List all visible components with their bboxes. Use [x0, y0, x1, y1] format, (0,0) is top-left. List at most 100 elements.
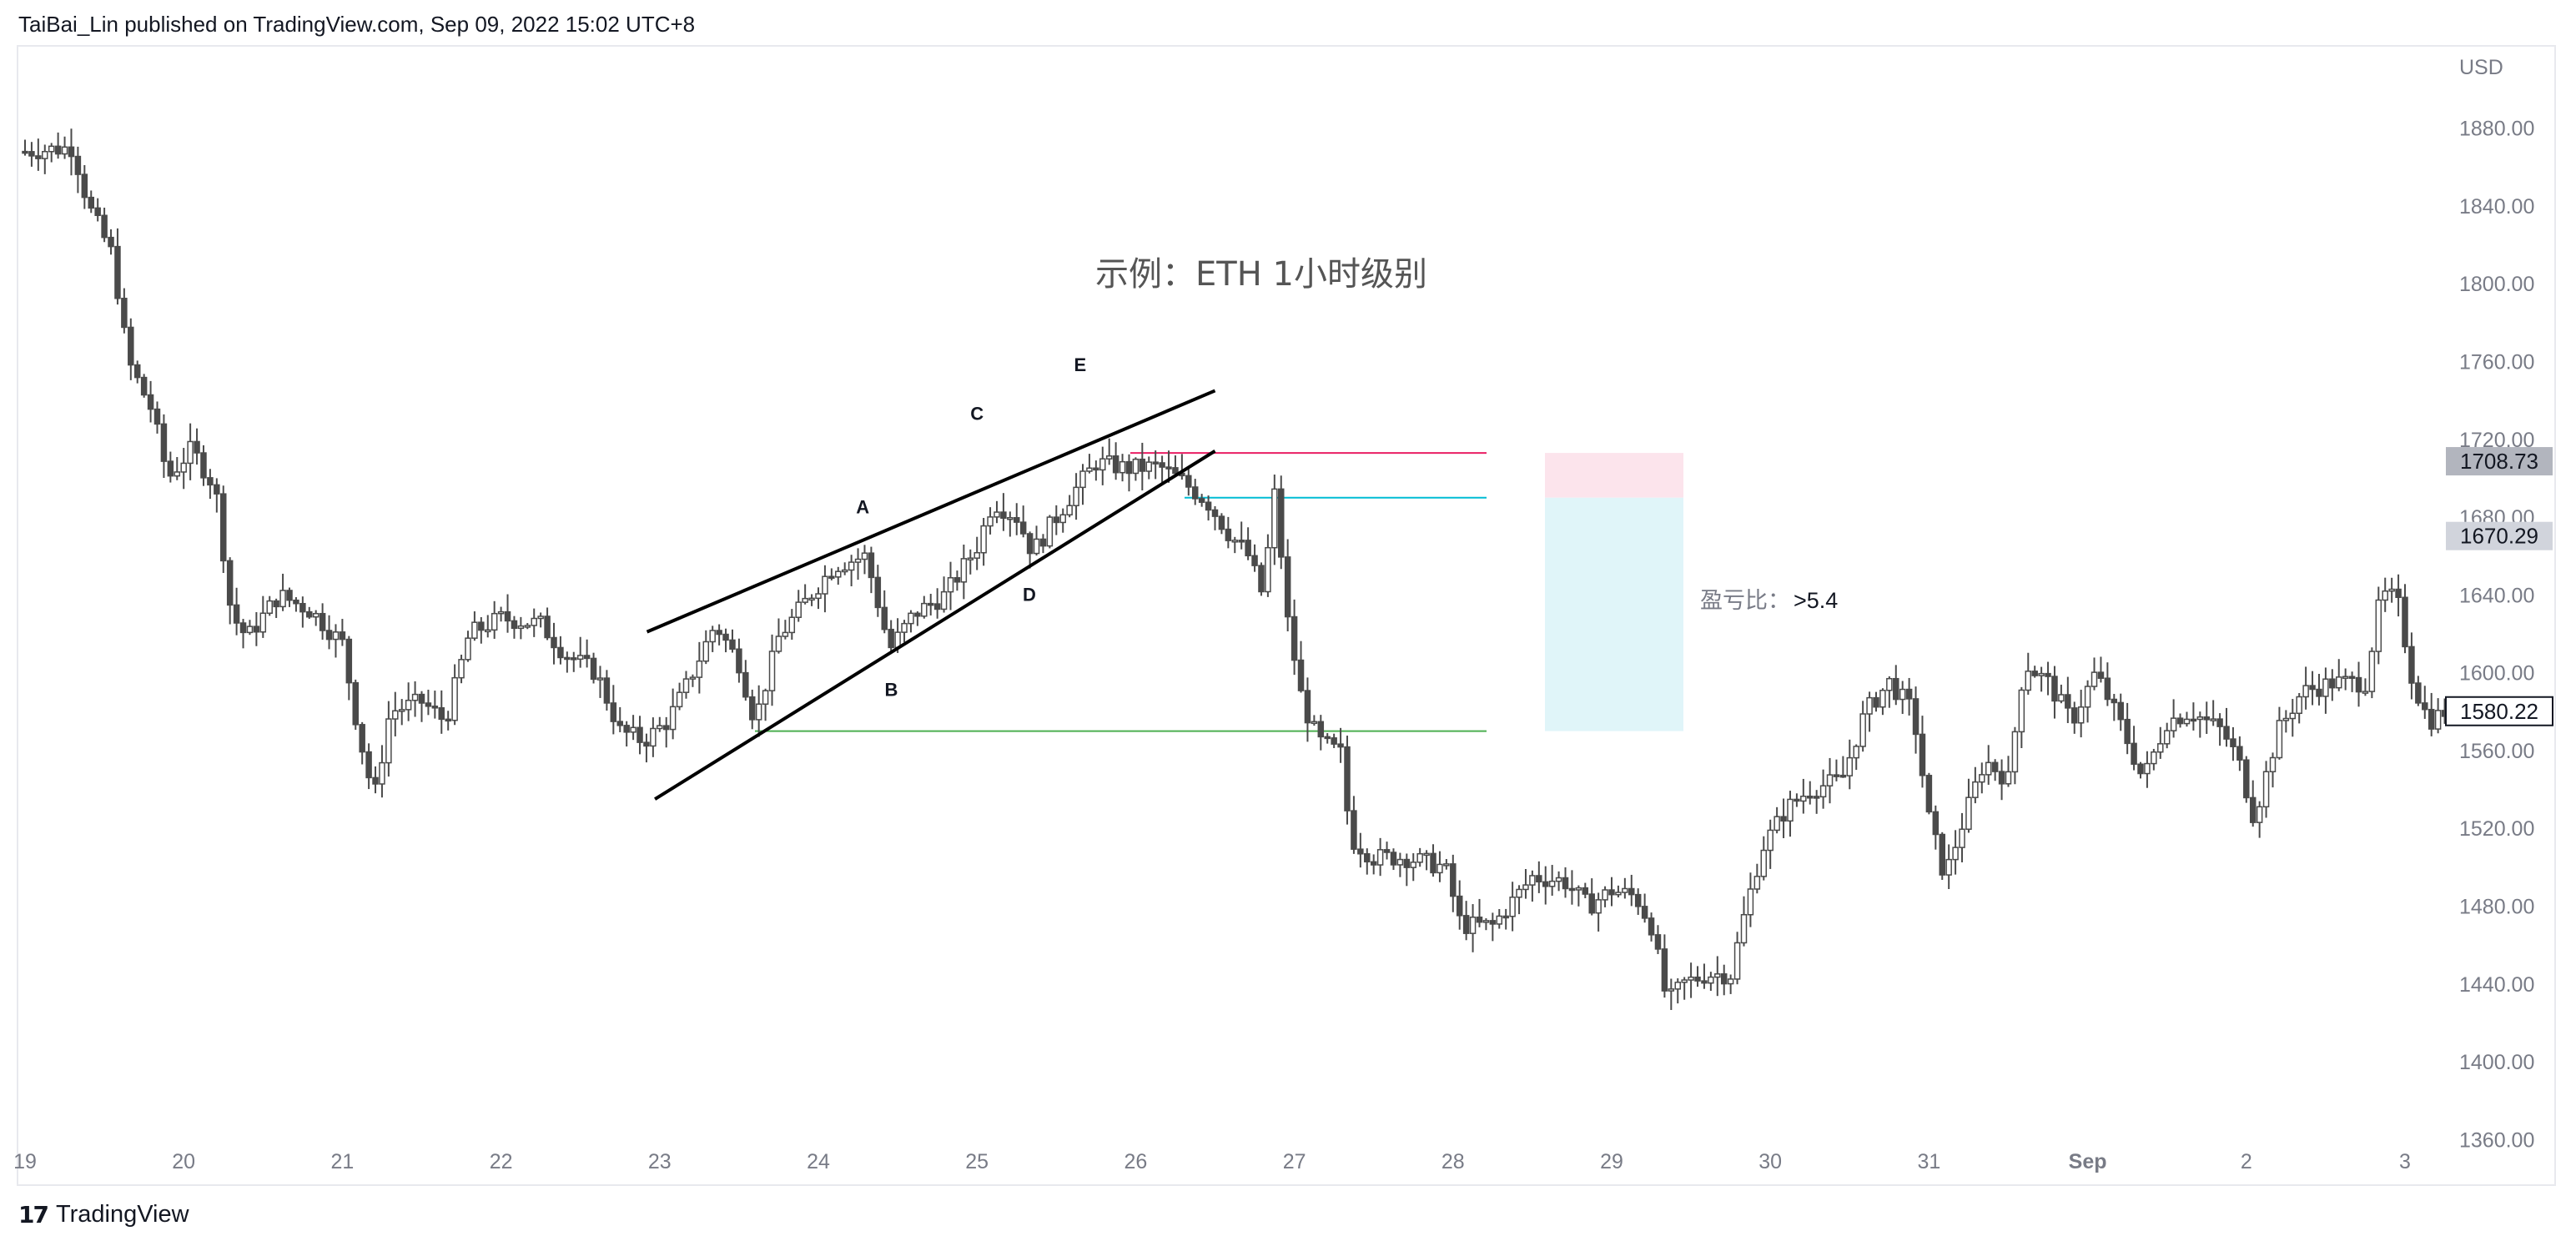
x-tick-label: 31	[1917, 1150, 1940, 1173]
candle-body	[379, 761, 385, 785]
y-tick-label: 1760.00	[2459, 350, 2534, 374]
candle-body	[1456, 895, 1463, 917]
candle-body	[2203, 716, 2210, 721]
candle-body	[940, 590, 948, 610]
candle-body	[557, 646, 564, 659]
candle-body	[2322, 678, 2329, 697]
candle-body	[1410, 862, 1416, 868]
candle-body	[630, 726, 636, 733]
candle-body	[2289, 712, 2297, 720]
chart-frame[interactable]	[17, 45, 2556, 1186]
candle-body	[1198, 498, 1205, 503]
currency-label: USD	[2459, 56, 2503, 79]
y-tick-label: 1640.00	[2459, 584, 2534, 607]
candle-body	[987, 516, 994, 527]
y-tick-label: 1360.00	[2459, 1128, 2534, 1152]
candle-body	[822, 575, 828, 595]
candle-body	[947, 577, 954, 593]
candle-body	[1039, 538, 1047, 547]
candle-body	[1265, 546, 1271, 593]
candle-body	[61, 146, 68, 155]
price-label-text: 1708.73	[2460, 449, 2538, 474]
candle-body	[1905, 688, 1913, 700]
candle-body	[2388, 588, 2395, 592]
candle-body	[1588, 893, 1595, 914]
candle-body	[1396, 858, 1404, 866]
candle-body	[2157, 743, 2164, 753]
candle-body	[180, 462, 187, 473]
candle-body	[2104, 677, 2111, 701]
candle-body	[1932, 811, 1940, 836]
candle-body	[2336, 676, 2342, 689]
pattern-label-e: E	[1074, 354, 1086, 375]
candle-body	[682, 678, 690, 693]
candle-body	[2256, 806, 2263, 823]
x-tick-label: 28	[1441, 1150, 1465, 1173]
candle-body	[1668, 988, 1675, 992]
x-tick-label: 27	[1283, 1150, 1306, 1173]
candle-body	[1105, 455, 1113, 460]
candle-body	[2084, 686, 2091, 708]
candle-body	[2262, 771, 2270, 808]
candle-body	[1476, 917, 1483, 923]
candle-body	[2065, 694, 2071, 709]
candle-body	[1800, 796, 1807, 802]
candle-body	[1317, 721, 1325, 738]
candle-body	[1093, 467, 1099, 471]
candle-body	[583, 655, 591, 660]
pattern-label-c: C	[970, 403, 984, 424]
candle-body	[445, 718, 451, 722]
candle-body	[1536, 875, 1542, 883]
candle-body	[2131, 742, 2137, 765]
candle-body	[1337, 743, 1344, 748]
candle-body	[1813, 796, 1820, 799]
tradingview-logo-icon[interactable]: 17	[18, 1201, 49, 1228]
candle-body	[2031, 671, 2038, 676]
candle-body	[1833, 774, 1840, 777]
candle-body	[1516, 888, 1522, 898]
candle-body	[1912, 698, 1919, 736]
candle-body	[1760, 849, 1768, 877]
candle-body	[1443, 863, 1450, 867]
candle-body	[2422, 702, 2428, 711]
candle-body	[1383, 849, 1391, 853]
candle-body	[1019, 521, 1027, 535]
candle-body	[1794, 798, 1800, 802]
risk-zone	[1545, 453, 1683, 498]
candle-body	[1376, 849, 1384, 866]
candle-body	[2243, 759, 2250, 799]
candle-body	[1708, 976, 1714, 984]
ratio-value: >5.4	[1794, 588, 1838, 613]
candle-body	[1787, 798, 1794, 822]
candle-body	[537, 615, 544, 620]
candle-body	[749, 696, 756, 721]
candle-body	[1304, 690, 1311, 724]
candle-body	[1258, 565, 1265, 593]
candle-body	[921, 602, 928, 617]
candle-body	[2005, 771, 2012, 785]
candle-body	[147, 394, 154, 410]
candle-body	[365, 751, 372, 779]
candle-body	[392, 710, 399, 720]
reward-zone	[1545, 497, 1683, 731]
tradingview-brand[interactable]: TradingView	[55, 1201, 189, 1228]
candle-body	[1839, 774, 1847, 778]
candle-body	[1311, 721, 1318, 725]
candle-body	[2230, 738, 2236, 747]
candle-body	[1893, 677, 1899, 701]
candle-body	[2051, 676, 2058, 702]
candle-body	[2316, 688, 2322, 697]
candle-body	[1119, 460, 1126, 474]
candle-body	[359, 724, 365, 753]
candle-body	[108, 236, 114, 248]
candle-body	[28, 151, 35, 157]
candle-body	[616, 721, 623, 726]
candle-body	[1403, 858, 1411, 868]
candle-body	[888, 628, 894, 649]
candle-body	[214, 484, 220, 495]
candle-body	[1125, 460, 1133, 475]
candle-body	[2216, 718, 2223, 727]
x-tick-label: 19	[13, 1150, 37, 1173]
candle-body	[187, 440, 194, 465]
